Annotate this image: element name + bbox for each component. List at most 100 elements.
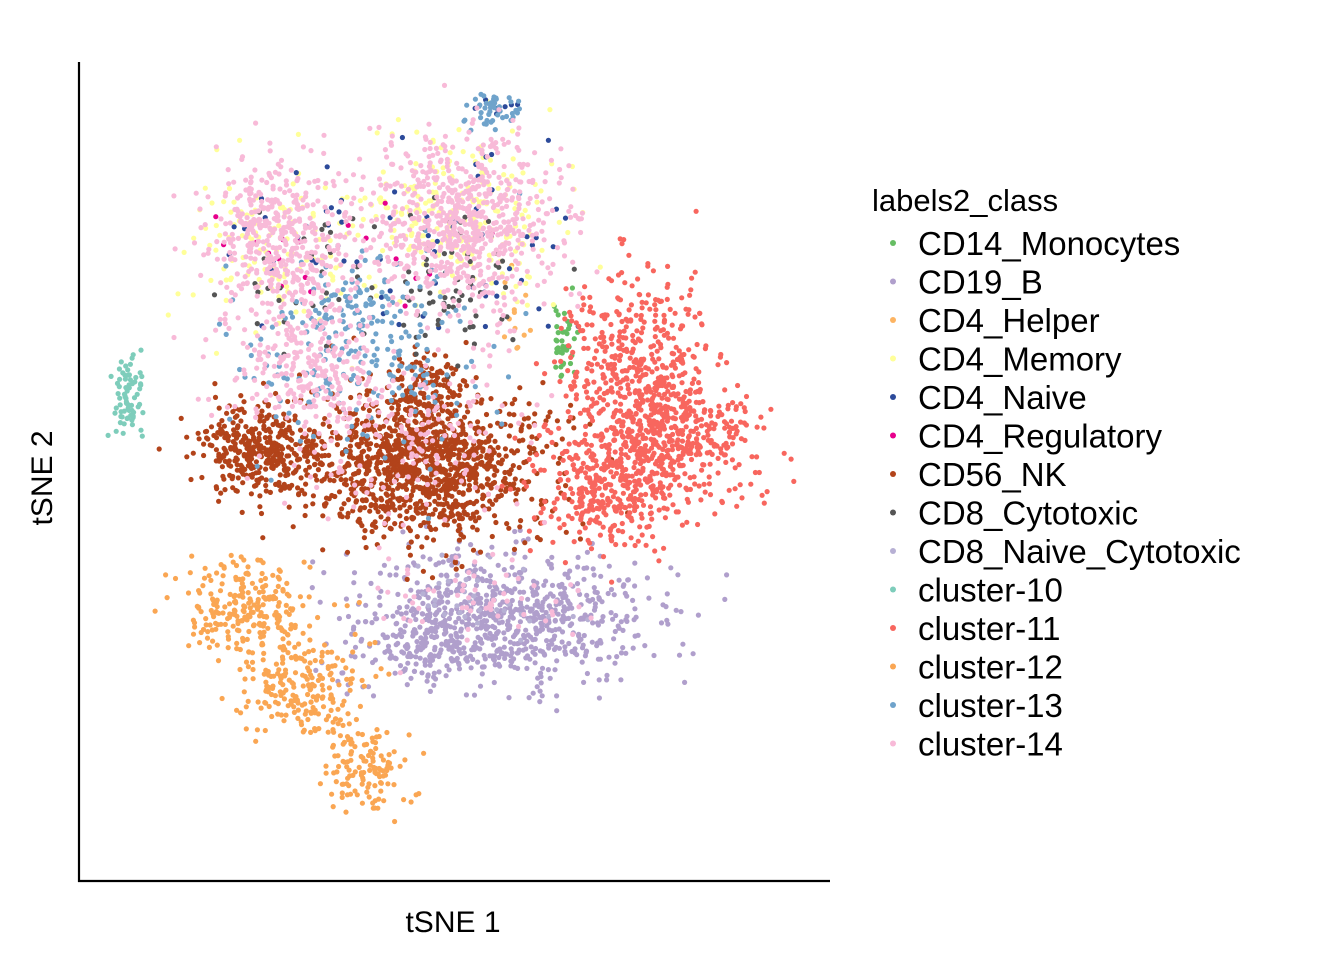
point-cluster-11 xyxy=(584,464,590,470)
point-CD4_Memory xyxy=(202,185,208,191)
point-CD19_B xyxy=(512,572,518,578)
point-CD56_NK xyxy=(222,487,228,493)
point-cluster-11 xyxy=(630,338,636,344)
point-CD56_NK xyxy=(470,511,476,517)
point-cluster-11 xyxy=(629,349,636,355)
point-CD19_B xyxy=(420,611,426,617)
point-CD56_NK xyxy=(362,528,368,534)
point-cluster-11 xyxy=(670,415,676,421)
point-CD19_B xyxy=(437,593,443,599)
point-cluster-11 xyxy=(609,579,615,585)
point-cluster-11 xyxy=(611,522,618,529)
point-cluster-11 xyxy=(722,425,728,431)
point-cluster-11 xyxy=(618,446,624,452)
point-CD56_NK xyxy=(226,433,232,439)
point-CD19_B xyxy=(521,641,528,647)
point-cluster-11 xyxy=(588,498,594,504)
point-cluster-11 xyxy=(718,351,724,358)
point-CD56_NK xyxy=(547,409,553,415)
point-CD56_NK xyxy=(232,447,238,453)
point-cluster-12 xyxy=(315,614,321,621)
point-CD4_Naive xyxy=(293,170,299,176)
point-cluster-11 xyxy=(649,400,655,406)
point-cluster-12 xyxy=(285,703,291,709)
point-cluster-12 xyxy=(275,583,281,590)
point-CD19_B xyxy=(369,620,375,626)
point-cluster-12 xyxy=(257,620,263,626)
point-CD19_B xyxy=(473,582,479,589)
point-CD56_NK xyxy=(350,508,356,514)
point-CD56_NK xyxy=(195,430,201,436)
point-CD19_B xyxy=(396,605,403,611)
point-cluster-11 xyxy=(761,500,767,506)
point-cluster-11 xyxy=(592,336,598,342)
point-CD56_NK xyxy=(443,364,449,370)
point-cluster-11 xyxy=(692,481,698,487)
point-cluster-11 xyxy=(669,458,676,464)
point-cluster-12 xyxy=(207,622,213,628)
point-cluster-12 xyxy=(336,763,342,770)
point-cluster-12 xyxy=(357,703,363,710)
point-CD19_B xyxy=(525,596,531,602)
point-cluster-11 xyxy=(565,343,572,349)
point-cluster-11 xyxy=(563,286,569,292)
point-CD56_NK xyxy=(184,434,190,440)
point-cluster-11 xyxy=(660,491,666,498)
point-cluster-11 xyxy=(705,437,711,443)
point-cluster-12 xyxy=(301,559,307,565)
point-CD8_Naive_Cytotoxic xyxy=(454,603,460,609)
point-cluster-11 xyxy=(557,476,563,483)
point-CD56_NK xyxy=(348,394,354,401)
point-cluster-11 xyxy=(563,470,570,476)
point-CD4_Memory xyxy=(500,291,507,297)
point-cluster-11 xyxy=(594,514,601,520)
point-CD56_NK xyxy=(334,442,340,448)
point-CD56_NK xyxy=(406,544,412,551)
point-CD8_Naive_Cytotoxic xyxy=(520,566,527,572)
point-cluster-11 xyxy=(679,438,686,444)
point-cluster-12 xyxy=(330,719,336,725)
point-CD4_Memory xyxy=(227,277,234,283)
point-CD56_NK xyxy=(433,421,439,427)
point-CD19_B xyxy=(531,578,537,584)
point-CD19_B xyxy=(592,601,599,607)
point-cluster-11 xyxy=(733,424,739,430)
point-cluster-11 xyxy=(636,402,643,408)
point-CD4_Memory xyxy=(190,292,196,298)
point-CD19_B xyxy=(496,620,502,626)
point-CD19_B xyxy=(553,627,559,633)
point-cluster-12 xyxy=(249,580,255,586)
point-cluster-11 xyxy=(728,418,735,424)
point-CD56_NK xyxy=(493,497,499,503)
point-CD19_B xyxy=(534,684,540,690)
point-CD56_NK xyxy=(209,443,215,449)
point-cluster-11 xyxy=(592,433,598,439)
point-CD56_NK xyxy=(545,414,551,420)
point-cluster-11 xyxy=(545,427,551,433)
point-cluster-12 xyxy=(238,710,244,716)
point-CD19_B xyxy=(546,642,552,648)
point-cluster-12 xyxy=(285,632,291,638)
point-cluster-11 xyxy=(598,334,604,340)
point-cluster-11 xyxy=(661,505,667,511)
point-CD4_Memory xyxy=(404,204,410,210)
point-cluster-11 xyxy=(614,419,620,425)
point-cluster-11 xyxy=(615,390,621,396)
point-cluster-11 xyxy=(647,306,653,312)
point-CD19_B xyxy=(423,640,430,646)
point-cluster-10 xyxy=(117,395,123,401)
point-cluster-10 xyxy=(120,370,126,376)
point-CD56_NK xyxy=(306,464,312,470)
point-CD56_NK xyxy=(580,521,586,527)
point-CD19_B xyxy=(469,647,475,653)
point-cluster-11 xyxy=(617,236,623,242)
point-cluster-11 xyxy=(679,295,685,301)
point-cluster-11 xyxy=(590,457,596,463)
point-CD4_Memory xyxy=(344,194,350,200)
point-cluster-12 xyxy=(246,628,252,635)
point-CD56_NK xyxy=(344,549,351,555)
point-CD19_B xyxy=(417,624,423,630)
point-CD19_B xyxy=(474,626,480,632)
point-CD56_NK xyxy=(356,468,362,474)
point-cluster-11 xyxy=(557,525,563,531)
